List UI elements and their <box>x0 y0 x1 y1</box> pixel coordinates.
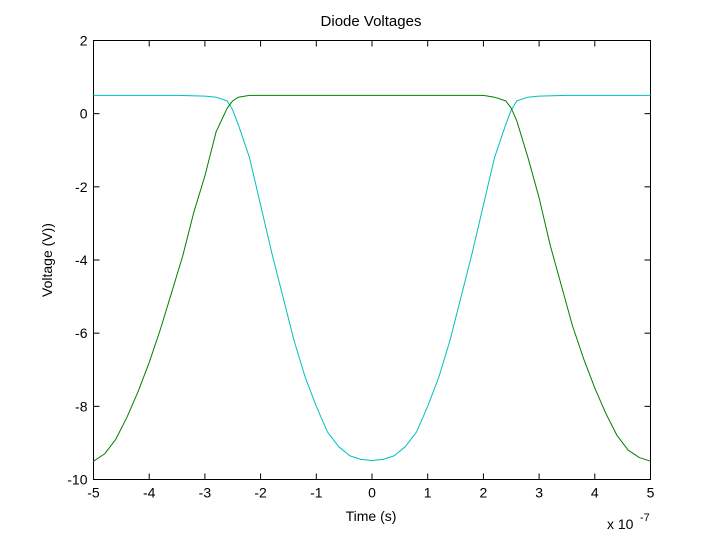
x-tick-label: 0 <box>368 485 376 501</box>
y-tick-label: -2 <box>75 179 88 195</box>
tick-marks <box>93 40 651 480</box>
series-lines <box>93 94 651 462</box>
y-tick-label: 2 <box>80 33 88 49</box>
y-axis-label: Voltage (V)) <box>39 223 55 297</box>
y-tick-label: -10 <box>67 472 87 488</box>
x-tick-label: -3 <box>199 485 212 501</box>
x-tick-label: -5 <box>87 485 100 501</box>
x-tick-label: 3 <box>535 485 543 501</box>
x-axis-label: Time (s) <box>346 508 397 524</box>
y-tick-label: 0 <box>80 106 88 122</box>
x-tick-label: -4 <box>143 485 156 501</box>
x-tick-label: 1 <box>424 485 432 501</box>
plot-area <box>93 40 651 480</box>
x-multiplier-label: x 10 <box>607 516 634 532</box>
series-line-1 <box>93 94 651 461</box>
x-tick-label: -1 <box>310 485 323 501</box>
y-tick-label: -8 <box>75 398 88 414</box>
x-tick-label: 4 <box>591 485 599 501</box>
y-tick-label: -6 <box>75 325 88 341</box>
series-line-2 <box>93 94 651 462</box>
x-multiplier-exponent: -7 <box>640 512 650 524</box>
y-tick-label: -4 <box>75 252 88 268</box>
x-tick-label: -2 <box>254 485 267 501</box>
tick-labels: -5 -4 -3 -2 -1 0 1 2 3 4 5-10-8-6-4-202 <box>67 33 654 501</box>
chart-title: Diode Voltages <box>321 13 422 30</box>
x-tick-label: 5 <box>647 485 655 501</box>
x-tick-label: 2 <box>480 485 488 501</box>
